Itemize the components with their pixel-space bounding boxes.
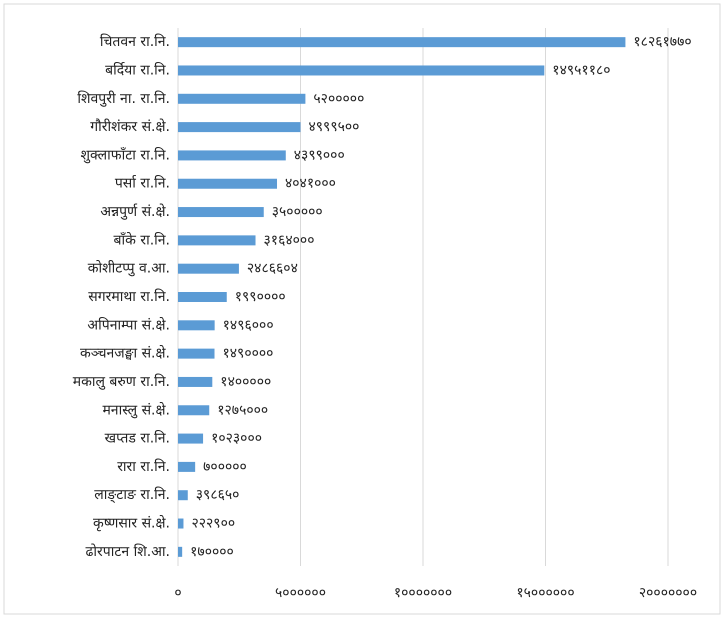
bar xyxy=(178,320,215,331)
value-label: ७००००० xyxy=(203,459,247,475)
value-label: १४९५११८० xyxy=(552,62,610,78)
bar xyxy=(178,150,286,161)
value-label: १४९०००० xyxy=(223,346,274,362)
x-tick-label: १५०००००० xyxy=(516,585,574,601)
category-label: गौरीशंकर सं.क्षे. xyxy=(90,118,170,135)
value-label: १०२३००० xyxy=(211,431,262,447)
category-label: सगरमाथा रा.नि. xyxy=(88,288,170,305)
bar xyxy=(178,490,188,501)
chart-frame xyxy=(3,3,721,615)
value-label: १९९०००० xyxy=(235,289,286,305)
category-label: कोशीटप्पु व.आ. xyxy=(88,260,170,277)
category-label: अन्नपुर्ण सं.क्षे. xyxy=(100,203,170,220)
category-label: चितवन रा.नि. xyxy=(100,33,170,50)
category-label: खप्तड रा.नि. xyxy=(105,430,170,447)
bar xyxy=(178,178,278,189)
bar xyxy=(178,65,545,76)
category-label: शिवपुरी ना. रा.नि. xyxy=(77,90,170,107)
value-label: ४३९९००० xyxy=(294,147,345,163)
category-label: बाँके रा.नि. xyxy=(114,231,170,248)
value-label: ३१६४००० xyxy=(264,232,315,248)
value-label: १७०००० xyxy=(190,544,234,560)
x-tick-label: २००००००० xyxy=(639,585,697,601)
category-label: शुक्लाफाँटा रा.नि. xyxy=(81,146,170,163)
category-label: कृष्णसार सं.क्षे. xyxy=(93,515,170,532)
category-label: बर्दिया रा.नि. xyxy=(105,61,170,78)
value-label: ३५००००० xyxy=(272,204,323,220)
bar xyxy=(178,433,204,444)
category-label: ढोरपाटन शि.आ. xyxy=(86,543,170,560)
value-label: १४९६००० xyxy=(223,317,274,333)
category-label: पर्सा रा.नि. xyxy=(115,175,170,192)
category-label: मनास्लु सं.क्षे. xyxy=(102,401,170,418)
value-label: ४०४१००० xyxy=(285,176,336,192)
bar xyxy=(178,348,215,359)
bar xyxy=(178,93,306,104)
category-label: लाङ्टाङ रा.नि. xyxy=(94,486,170,503)
category-label: कञ्चनजङ्घा सं.क्षे. xyxy=(80,345,170,362)
bar xyxy=(178,292,227,302)
value-label: २४८६६०४ xyxy=(247,261,298,277)
bar xyxy=(178,122,301,133)
bar xyxy=(178,461,196,472)
bar xyxy=(178,376,213,387)
bar xyxy=(178,546,183,557)
bar xyxy=(178,405,210,416)
value-label: २२२९०० xyxy=(191,516,235,532)
category-label: रारा रा.नि. xyxy=(117,458,170,475)
bar xyxy=(178,207,264,218)
category-label: मकालु बरुण रा.नि. xyxy=(73,373,170,390)
value-label: ५२००००० xyxy=(313,91,364,107)
x-tick-label: १००००००० xyxy=(394,585,452,601)
value-label: १४००००० xyxy=(220,374,271,390)
bar xyxy=(178,37,626,48)
value-label: ३९८६५० xyxy=(196,487,240,503)
category-label: अपिनाम्पा सं.क्षे. xyxy=(87,316,170,333)
bar xyxy=(178,518,184,529)
bar xyxy=(178,263,239,274)
x-tick-label: ० xyxy=(174,585,181,601)
value-label: ४९९९५०० xyxy=(308,119,359,135)
value-label: १२७५००० xyxy=(217,402,268,418)
x-tick-label: ५०००००० xyxy=(275,585,326,601)
bar xyxy=(178,235,256,246)
value-label: १८२६१७७० xyxy=(633,34,691,50)
